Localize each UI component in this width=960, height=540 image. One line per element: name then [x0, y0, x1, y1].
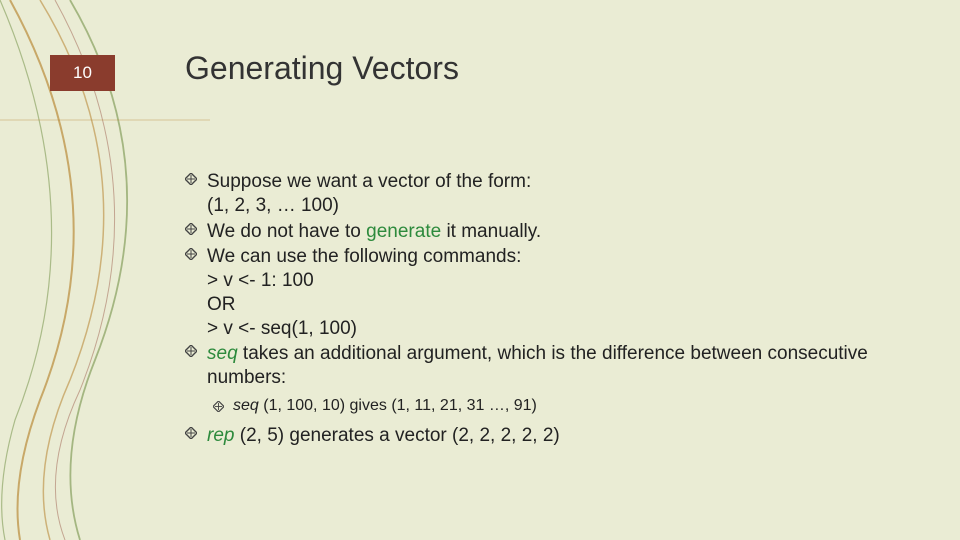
highlight-word: generate — [366, 221, 441, 242]
bullet-item: Suppose we want a vector of the form: (1… — [185, 170, 930, 218]
bullet-text: We can use the following commands: > v <… — [207, 245, 930, 340]
code-keyword: rep — [207, 425, 234, 446]
bullet-item: We can use the following commands: > v <… — [185, 245, 930, 340]
page-number: 10 — [73, 63, 92, 83]
bullet-text: Suppose we want a vector of the form: (1… — [207, 170, 930, 218]
bullet-marker-icon — [185, 245, 207, 340]
slide-content: Suppose we want a vector of the form: (1… — [185, 170, 930, 450]
bullet-text: seq takes an additional argument, which … — [207, 342, 930, 390]
bullet-item: We do not have to generate it manually. — [185, 220, 930, 244]
bullet-marker-icon — [185, 424, 207, 448]
bullet-marker-icon — [185, 220, 207, 244]
bullet-marker-icon — [185, 342, 207, 390]
sub-bullet-text: seq (1, 100, 10) gives (1, 11, 21, 31 …,… — [233, 396, 537, 418]
bullet-marker-icon — [213, 396, 233, 418]
bullet-text: rep (2, 5) generates a vector (2, 2, 2, … — [207, 424, 930, 448]
code-keyword: seq — [233, 397, 259, 414]
bullet-text: We do not have to generate it manually. — [207, 220, 930, 244]
code-keyword: seq — [207, 343, 238, 364]
sub-bullet-item: seq (1, 100, 10) gives (1, 11, 21, 31 …,… — [213, 396, 930, 418]
bullet-marker-icon — [185, 170, 207, 218]
page-number-badge: 10 — [50, 55, 115, 91]
bullet-item: rep (2, 5) generates a vector (2, 2, 2, … — [185, 424, 930, 448]
slide-title: Generating Vectors — [185, 50, 459, 87]
bullet-item: seq takes an additional argument, which … — [185, 342, 930, 390]
